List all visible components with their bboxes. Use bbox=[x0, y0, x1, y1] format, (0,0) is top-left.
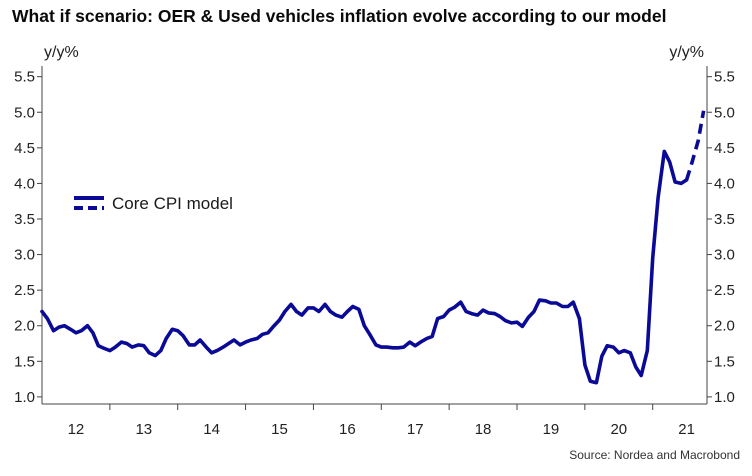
y-tick-label-left: 4.5 bbox=[14, 140, 35, 157]
y-tick-label-left: 5.0 bbox=[14, 104, 35, 121]
x-tick-label: 14 bbox=[203, 421, 220, 438]
series-layer bbox=[40, 110, 706, 385]
x-tick-label: 19 bbox=[543, 421, 560, 438]
source-note: Source: Nordea and Macrobond bbox=[569, 448, 740, 462]
series-line-dashed bbox=[684, 110, 706, 181]
y-tick-label-left: 2.0 bbox=[14, 318, 35, 335]
x-tick-label: 13 bbox=[135, 421, 152, 438]
y-tick-label-left: 5.5 bbox=[14, 69, 35, 86]
y-tick-label-right: 1.0 bbox=[714, 389, 735, 406]
y-tick-label-left: 3.5 bbox=[14, 211, 35, 228]
y-tick-label-left: 2.5 bbox=[14, 282, 35, 299]
y-tick-label-right: 5.0 bbox=[714, 104, 735, 121]
y-tick-label-left: 3.0 bbox=[14, 247, 35, 264]
y-tick-label-right: 3.0 bbox=[714, 247, 735, 264]
y-tick-label-right: 5.5 bbox=[714, 69, 735, 86]
y-tick-label-right: 1.5 bbox=[714, 353, 735, 370]
x-tick-label: 12 bbox=[68, 421, 85, 438]
x-tick-label: 20 bbox=[610, 421, 627, 438]
x-ticks: 12 13 14 15 16 17 18 19 20 21 bbox=[68, 404, 695, 438]
y-tick-label-right: 4.5 bbox=[714, 140, 735, 157]
y-tick-label-right: 3.5 bbox=[714, 211, 735, 228]
y-tick-label-right: 2.5 bbox=[714, 282, 735, 299]
y-tick-label-left: 1.0 bbox=[14, 389, 35, 406]
x-tick-label: 17 bbox=[407, 421, 424, 438]
legend-label-core-cpi-model: Core CPI model bbox=[112, 194, 233, 213]
x-tick-label: 18 bbox=[475, 421, 492, 438]
y-tick-label-right: 4.0 bbox=[714, 175, 735, 192]
y-tick-label-left: 4.0 bbox=[14, 175, 35, 192]
series-line-core-cpi-model bbox=[40, 149, 689, 385]
x-tick-label: 15 bbox=[271, 421, 288, 438]
right-unit-label: y/y% bbox=[669, 44, 704, 61]
x-tick-label: 21 bbox=[678, 421, 695, 438]
axes bbox=[41, 66, 708, 405]
chart-title: What if scenario: OER & Used vehicles in… bbox=[12, 6, 667, 26]
y-ticks: 1.0 1.0 1.5 1.5 2.0 2.0 2.5 2.5 3.0 3.0 3.5 3.5 4.0 4… bbox=[14, 69, 735, 406]
x-tick-label: 16 bbox=[339, 421, 356, 438]
y-tick-label-left: 1.5 bbox=[14, 353, 35, 370]
left-unit-label: y/y% bbox=[44, 44, 79, 61]
y-tick-label-right: 2.0 bbox=[714, 318, 735, 335]
legend: Core CPI model bbox=[74, 194, 233, 213]
